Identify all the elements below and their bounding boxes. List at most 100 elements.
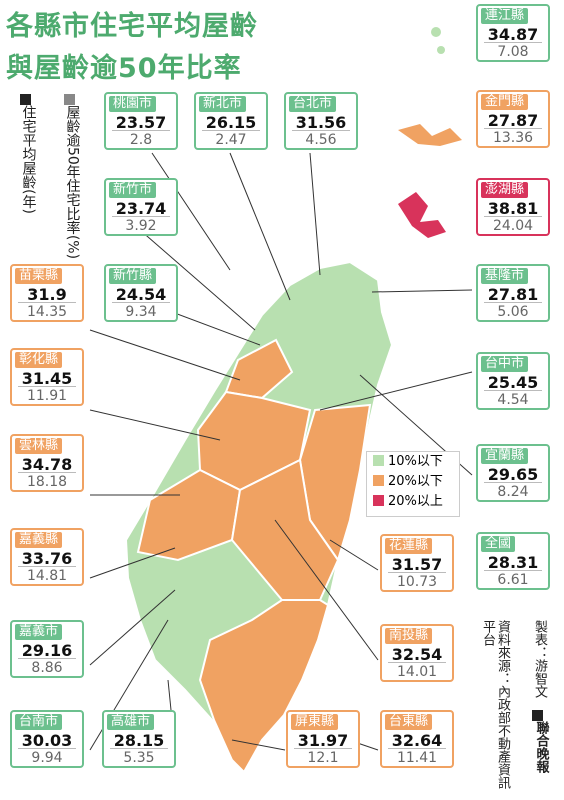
county-card: 基隆市 27.81 5.06 (476, 264, 550, 322)
county-card: 彰化縣 31.45 11.91 (10, 348, 84, 406)
average-age: 25.45 (487, 373, 539, 392)
county-card: 新竹縣 24.54 9.34 (104, 264, 178, 322)
county-card: 全國 28.31 6.61 (476, 532, 550, 590)
county-name: 桃園市 (109, 96, 157, 112)
county-name: 台北市 (289, 96, 337, 112)
average-age: 32.54 (391, 645, 443, 664)
over-50-ratio: 10.73 (396, 574, 438, 590)
average-age: 31.9 (27, 285, 67, 304)
over-50-ratio: 2.47 (215, 132, 247, 148)
red-swatch-icon (373, 495, 384, 506)
legend-avg: 住宅平均屋齡(年) (20, 94, 37, 214)
average-age: 29.16 (21, 641, 73, 660)
average-age: 26.15 (205, 113, 257, 132)
over-50-ratio: 13.36 (492, 130, 534, 146)
county-card: 嘉義市 29.16 8.86 (10, 620, 84, 678)
average-age: 34.87 (487, 25, 539, 44)
leader-lines (89, 152, 473, 751)
over-50-ratio: 5.35 (123, 750, 155, 766)
county-card: 苗栗縣 31.9 14.35 (10, 264, 84, 322)
county-name: 基隆市 (481, 268, 529, 284)
county-name: 高雄市 (107, 714, 155, 730)
color-key: 10%以下 20%以下 20%以上 (366, 451, 460, 517)
black-square-icon (532, 710, 543, 721)
key-green: 10%以下 (367, 452, 459, 472)
county-name: 台東縣 (385, 714, 433, 730)
county-name: 花蓮縣 (385, 538, 433, 554)
average-age: 33.76 (21, 549, 73, 568)
average-age: 31.97 (297, 731, 349, 750)
title-line1: 各縣市住宅平均屋齡 (6, 11, 258, 42)
county-card: 雲林縣 34.78 18.18 (10, 434, 84, 492)
average-age: 24.54 (115, 285, 167, 304)
county-name: 嘉義縣 (15, 532, 63, 548)
county-card: 連江縣 34.87 7.08 (476, 4, 550, 62)
county-name: 全國 (481, 536, 516, 552)
average-age: 29.65 (487, 465, 539, 484)
legend-pct: 屋齡逾50年住宅比率(%) (64, 94, 81, 259)
over-50-ratio: 11.41 (396, 750, 438, 766)
average-age: 28.31 (487, 553, 539, 572)
over-50-ratio: 7.08 (497, 44, 529, 60)
average-age: 23.74 (115, 199, 167, 218)
orange-swatch-icon (373, 475, 384, 486)
credit-maker: 製表：游智文 (532, 620, 547, 698)
county-card: 花蓮縣 31.57 10.73 (380, 534, 454, 592)
county-name: 嘉義市 (15, 624, 63, 640)
county-card: 新竹市 23.74 3.92 (104, 178, 178, 236)
over-50-ratio: 24.04 (492, 218, 534, 234)
county-name: 連江縣 (481, 8, 529, 24)
average-age: 27.81 (487, 285, 539, 304)
over-50-ratio: 14.81 (26, 568, 68, 584)
county-name: 彰化縣 (15, 352, 63, 368)
over-50-ratio: 2.8 (129, 132, 153, 148)
county-name: 宜蘭縣 (481, 448, 529, 464)
average-age: 23.57 (115, 113, 167, 132)
over-50-ratio: 12.1 (307, 750, 339, 766)
over-50-ratio: 14.01 (396, 664, 438, 680)
county-name: 金門縣 (481, 94, 529, 110)
black-square-icon (20, 94, 31, 105)
county-card: 台南市 30.03 9.94 (10, 710, 84, 768)
county-name: 雲林縣 (15, 438, 63, 454)
county-card: 桃園市 23.57 2.8 (104, 92, 178, 150)
county-name: 屏東縣 (291, 714, 339, 730)
island-outline (124, 260, 394, 774)
over-50-ratio: 8.86 (31, 660, 63, 676)
green-swatch-icon (373, 455, 384, 466)
county-card: 高雄市 28.15 5.35 (102, 710, 176, 768)
outlying-islands (398, 27, 462, 238)
county-card: 台中市 25.45 4.54 (476, 352, 550, 410)
county-card: 澎湖縣 38.81 24.04 (476, 178, 550, 236)
title-line2: 與屋齡逾50年比率 (6, 53, 242, 84)
county-card: 新北市 26.15 2.47 (194, 92, 268, 150)
average-age: 34.78 (21, 455, 73, 474)
county-name: 台中市 (481, 356, 529, 372)
average-age: 28.15 (113, 731, 165, 750)
gray-square-icon (64, 94, 75, 105)
credit-brand: 聯合晚報 (532, 710, 549, 773)
over-50-ratio: 11.91 (26, 388, 68, 404)
county-name: 苗栗縣 (15, 268, 63, 284)
county-name: 新竹市 (109, 182, 157, 198)
average-age: 31.45 (21, 369, 73, 388)
county-card: 金門縣 27.87 13.36 (476, 90, 550, 148)
over-50-ratio: 3.92 (125, 218, 157, 234)
county-name: 台南市 (15, 714, 63, 730)
county-card: 宜蘭縣 29.65 8.24 (476, 444, 550, 502)
average-age: 32.64 (391, 731, 443, 750)
county-card: 南投縣 32.54 14.01 (380, 624, 454, 682)
over-50-ratio: 4.54 (497, 392, 529, 408)
county-card: 台北市 31.56 4.56 (284, 92, 358, 150)
county-card: 嘉義縣 33.76 14.81 (10, 528, 84, 586)
over-50-ratio: 5.06 (497, 304, 529, 320)
county-name: 新北市 (199, 96, 247, 112)
average-age: 31.57 (391, 555, 443, 574)
key-red: 20%以上 (367, 492, 459, 512)
average-age: 31.56 (295, 113, 347, 132)
key-orange: 20%以下 (367, 472, 459, 492)
county-name: 新竹縣 (109, 268, 157, 284)
average-age: 38.81 (487, 199, 539, 218)
over-50-ratio: 14.35 (26, 304, 68, 320)
